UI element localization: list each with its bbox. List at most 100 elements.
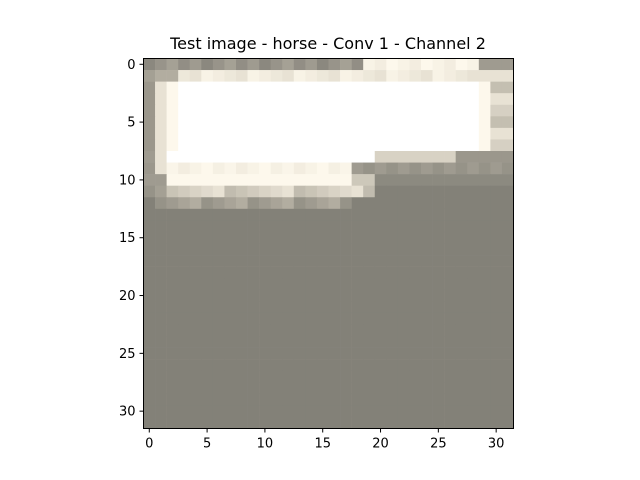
heatmap-cell bbox=[143, 393, 156, 406]
heatmap-cell bbox=[270, 127, 283, 140]
heatmap-cell bbox=[421, 70, 433, 82]
heatmap-cell bbox=[259, 81, 271, 94]
heatmap-cell bbox=[166, 151, 179, 163]
heatmap-cell bbox=[201, 220, 214, 233]
heatmap-cell bbox=[282, 278, 295, 291]
heatmap-cell bbox=[340, 278, 352, 291]
heatmap-cell bbox=[282, 174, 295, 186]
heatmap-cell bbox=[328, 231, 341, 244]
heatmap-cell bbox=[189, 416, 202, 429]
heatmap-cell bbox=[166, 336, 179, 348]
heatmap-cell bbox=[212, 116, 225, 129]
heatmap-cell bbox=[143, 266, 156, 279]
heatmap-cell bbox=[478, 93, 491, 106]
heatmap-cell bbox=[351, 347, 364, 360]
heatmap-cell bbox=[421, 393, 433, 406]
heatmap-cell bbox=[409, 197, 422, 210]
heatmap-cell bbox=[305, 208, 318, 221]
heatmap-cell bbox=[328, 70, 341, 82]
heatmap-cell bbox=[236, 104, 248, 117]
heatmap-cell bbox=[201, 255, 214, 267]
plot-frame bbox=[143, 58, 514, 429]
heatmap-cell bbox=[166, 104, 179, 117]
heatmap-cell bbox=[282, 255, 295, 267]
heatmap-cell bbox=[501, 162, 514, 175]
heatmap-cell bbox=[316, 231, 329, 244]
heatmap-cell bbox=[386, 301, 399, 314]
heatmap-cell bbox=[305, 416, 318, 429]
heatmap-cell bbox=[155, 104, 167, 117]
heatmap-cell bbox=[270, 174, 283, 186]
heatmap-cell bbox=[259, 416, 271, 429]
heatmap-cell bbox=[340, 347, 352, 360]
heatmap-cell bbox=[501, 174, 514, 186]
heatmap-cell bbox=[201, 370, 214, 383]
heatmap-cell bbox=[444, 312, 456, 325]
heatmap-cell bbox=[143, 220, 156, 233]
heatmap-cell bbox=[143, 127, 156, 140]
heatmap-cell bbox=[316, 127, 329, 140]
heatmap-cell bbox=[328, 185, 341, 198]
heatmap-cell bbox=[143, 174, 156, 186]
heatmap-cell bbox=[316, 116, 329, 129]
heatmap-cell bbox=[282, 347, 295, 360]
heatmap-cell bbox=[409, 162, 422, 175]
heatmap-cell bbox=[351, 81, 364, 94]
heatmap-cell bbox=[421, 151, 433, 163]
heatmap-cell bbox=[340, 231, 352, 244]
heatmap-cell bbox=[305, 255, 318, 267]
heatmap-cell bbox=[351, 266, 364, 279]
heatmap-cell bbox=[374, 162, 387, 175]
heatmap-cell bbox=[328, 393, 341, 406]
heatmap-cell bbox=[501, 58, 514, 71]
heatmap-cell bbox=[189, 324, 202, 337]
heatmap-cell bbox=[444, 416, 456, 429]
heatmap-cell bbox=[189, 197, 202, 210]
heatmap-cell bbox=[259, 185, 271, 198]
heatmap-cell bbox=[155, 347, 167, 360]
heatmap-cell bbox=[455, 301, 468, 314]
heatmap-cell bbox=[432, 266, 445, 279]
heatmap-cell bbox=[490, 416, 503, 429]
heatmap-cell bbox=[224, 255, 237, 267]
heatmap-cell bbox=[155, 266, 167, 279]
heatmap-cell bbox=[155, 312, 167, 325]
heatmap-cell bbox=[224, 104, 237, 117]
heatmap-cell bbox=[351, 278, 364, 291]
heatmap-cell bbox=[166, 347, 179, 360]
heatmap-cell bbox=[363, 416, 376, 429]
y-tick-label: 0 bbox=[127, 58, 135, 73]
heatmap-cell bbox=[178, 208, 191, 221]
heatmap-cell bbox=[259, 93, 271, 106]
x-tick-label: 15 bbox=[314, 437, 331, 452]
heatmap-cell bbox=[316, 151, 329, 163]
heatmap-cell bbox=[501, 93, 514, 106]
heatmap-cell bbox=[397, 174, 410, 186]
heatmap-cell bbox=[259, 393, 271, 406]
heatmap-cell bbox=[421, 382, 433, 395]
heatmap-cell bbox=[270, 324, 283, 337]
heatmap-cell bbox=[432, 220, 445, 233]
heatmap-cell bbox=[490, 382, 503, 395]
heatmap-cell bbox=[236, 70, 248, 82]
heatmap-cell bbox=[444, 336, 456, 348]
heatmap-cell bbox=[247, 370, 260, 383]
heatmap-cell bbox=[340, 197, 352, 210]
heatmap-cell bbox=[478, 324, 491, 337]
heatmap-cell bbox=[282, 266, 295, 279]
heatmap-cell bbox=[340, 70, 352, 82]
heatmap-cell bbox=[363, 336, 376, 348]
heatmap-cell bbox=[224, 116, 237, 129]
heatmap-cell bbox=[189, 151, 202, 163]
heatmap-cell bbox=[455, 197, 468, 210]
heatmap-cell bbox=[467, 162, 480, 175]
heatmap-cell bbox=[455, 162, 468, 175]
heatmap-cell bbox=[293, 81, 306, 94]
heatmap-cell bbox=[386, 104, 399, 117]
heatmap-cell bbox=[259, 405, 271, 418]
heatmap-cell bbox=[201, 393, 214, 406]
heatmap-cell bbox=[374, 312, 387, 325]
heatmap-cell bbox=[386, 208, 399, 221]
heatmap-cell bbox=[455, 312, 468, 325]
